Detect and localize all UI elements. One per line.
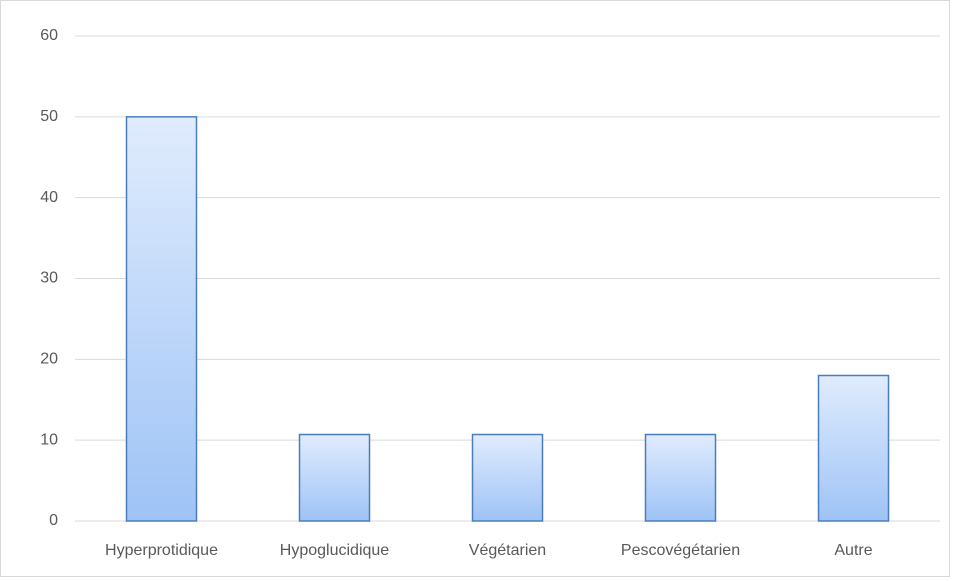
- bar: [644, 433, 717, 522]
- y-tick-label: 60: [40, 27, 58, 44]
- y-tick-label: 50: [40, 108, 58, 125]
- x-tick-label: Hypoglucidique: [280, 542, 390, 559]
- x-tick-label: Hyperprotidique: [105, 542, 218, 559]
- bar: [298, 433, 371, 522]
- y-tick-label: 0: [49, 512, 58, 529]
- bar: [125, 116, 198, 522]
- y-tick-label: 10: [40, 431, 58, 448]
- x-tick-label: Autre: [834, 542, 872, 559]
- bar: [471, 433, 544, 522]
- y-tick-label: 40: [40, 189, 58, 206]
- y-tick-label: 30: [40, 270, 58, 287]
- bar: [817, 374, 890, 522]
- x-tick-label: Pescovégétarien: [621, 542, 740, 559]
- x-tick-label: Végétarien: [469, 542, 546, 559]
- y-tick-label: 20: [40, 351, 58, 368]
